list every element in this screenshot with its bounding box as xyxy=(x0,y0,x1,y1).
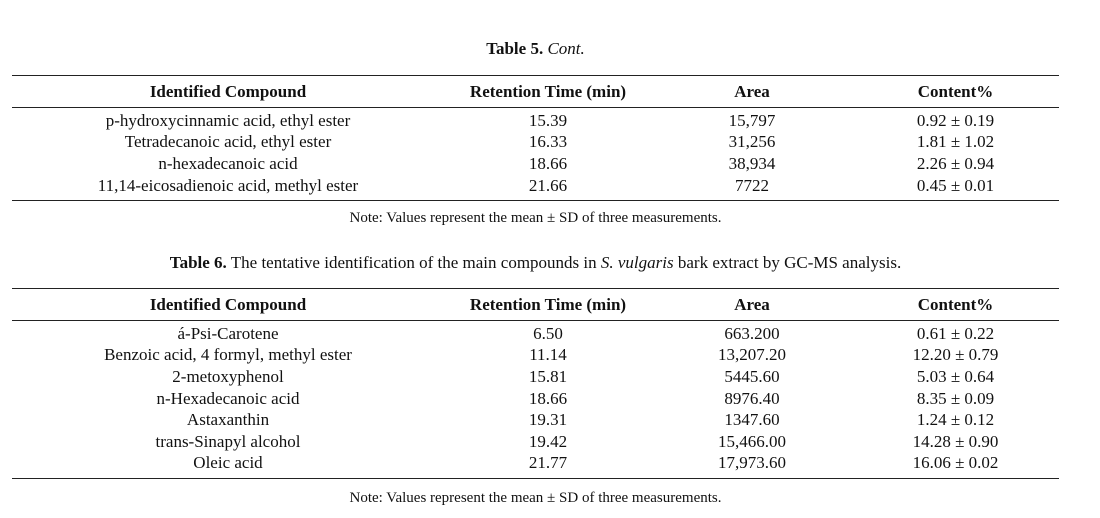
table-row: 11,14-eicosadienoic acid, methyl ester 2… xyxy=(12,175,1059,197)
area-cell: 38,934 xyxy=(728,153,776,173)
content-cell: 5.03 ± 0.64 xyxy=(916,366,995,386)
table6-header-content: Content% xyxy=(917,294,994,314)
table5-caption: Table 5. Cont. xyxy=(12,39,1059,59)
table-row: Oleic acid 21.77 17,973.60 16.06 ± 0.02 xyxy=(12,453,1059,475)
table5-note: Note: Values represent the mean ± SD of … xyxy=(349,210,722,226)
compound-cell: p-hydroxycinnamic acid, ethyl ester xyxy=(105,110,351,130)
table-row: Benzoic acid, 4 formyl, methyl ester 11.… xyxy=(12,345,1059,367)
retention-cell: 21.66 xyxy=(528,175,568,195)
retention-cell: 18.66 xyxy=(528,153,568,173)
table-row: 2-metoxyphenol 15.81 5445.60 5.03 ± 0.64 xyxy=(12,366,1059,388)
compound-cell: Astaxanthin xyxy=(186,410,270,430)
table6-caption-species: S. vulgaris xyxy=(600,253,674,272)
compound-cell: Benzoic acid, 4 formyl, methyl ester xyxy=(104,345,352,365)
table6: Identified Compound Retention Time (min)… xyxy=(12,288,1059,480)
table-row: n-hexadecanoic acid 18.66 38,934 2.26 ± … xyxy=(12,153,1059,175)
area-cell: 31,256 xyxy=(728,132,776,152)
retention-cell: 15.39 xyxy=(528,110,568,130)
content-cell: 1.81 ± 1.02 xyxy=(916,132,995,152)
content-cell: 0.92 ± 0.19 xyxy=(916,110,995,130)
content-cell: 1.24 ± 0.12 xyxy=(916,410,995,430)
table5-header-row: Identified Compound Retention Time (min)… xyxy=(12,76,1059,108)
table6-header-compound: Identified Compound xyxy=(149,294,307,314)
content-cell: 0.61 ± 0.22 xyxy=(916,323,995,343)
table-row: trans-Sinapyl alcohol 19.42 15,466.00 14… xyxy=(12,431,1059,453)
table6-header-area: Area xyxy=(734,294,770,314)
area-cell: 15,466.00 xyxy=(718,431,786,451)
content-cell: 0.45 ± 0.01 xyxy=(916,175,995,195)
area-cell: 13,207.20 xyxy=(718,345,786,365)
table5-header-area: Area xyxy=(734,81,770,101)
content-cell: 14.28 ± 0.90 xyxy=(912,431,999,451)
area-cell: 7722 xyxy=(735,175,769,195)
compound-cell: Oleic acid xyxy=(193,453,263,473)
compound-cell: á-Psi-Carotene xyxy=(177,323,279,343)
retention-cell: 19.42 xyxy=(528,431,568,451)
content-cell: 12.20 ± 0.79 xyxy=(912,345,999,365)
table6-caption: Table 6. The tentative identification of… xyxy=(12,253,1059,273)
table6-body: á-Psi-Carotene 6.50 663.200 0.61 ± 0.22 … xyxy=(12,321,1059,478)
table6-header-row: Identified Compound Retention Time (min)… xyxy=(12,289,1059,321)
retention-cell: 16.33 xyxy=(528,132,568,152)
table6-note: Note: Values represent the mean ± SD of … xyxy=(349,490,722,506)
area-cell: 8976.40 xyxy=(724,388,780,408)
content-cell: 2.26 ± 0.94 xyxy=(916,153,995,173)
table6-caption-post: bark extract by GC-MS analysis. xyxy=(677,253,902,272)
table5-header-content: Content% xyxy=(917,81,994,101)
retention-cell: 18.66 xyxy=(528,388,568,408)
area-cell: 5445.60 xyxy=(724,366,780,386)
content-cell: 16.06 ± 0.02 xyxy=(912,453,999,473)
table5-header-retention: Retention Time (min) xyxy=(469,81,627,101)
retention-cell: 6.50 xyxy=(533,323,563,343)
table5-caption-label: Table 5. xyxy=(486,39,544,58)
table5-body: p-hydroxycinnamic acid, ethyl ester 15.3… xyxy=(12,108,1059,200)
compound-cell: Tetradecanoic acid, ethyl ester xyxy=(124,132,332,152)
table6-caption-label: Table 6. xyxy=(169,253,227,272)
area-cell: 17,973.60 xyxy=(718,453,786,473)
area-cell: 15,797 xyxy=(728,110,776,130)
table6-caption-pre: The tentative identification of the main… xyxy=(230,253,597,272)
table-row: n-Hexadecanoic acid 18.66 8976.40 8.35 ±… xyxy=(12,388,1059,410)
table-row: á-Psi-Carotene 6.50 663.200 0.61 ± 0.22 xyxy=(12,323,1059,345)
table-row: Tetradecanoic acid, ethyl ester 16.33 31… xyxy=(12,132,1059,154)
compound-cell: trans-Sinapyl alcohol xyxy=(155,431,301,451)
area-cell: 1347.60 xyxy=(724,410,780,430)
compound-cell: 11,14-eicosadienoic acid, methyl ester xyxy=(97,175,359,195)
table5-header-compound: Identified Compound xyxy=(149,81,307,101)
compound-cell: n-Hexadecanoic acid xyxy=(156,388,300,408)
retention-cell: 21.77 xyxy=(528,453,568,473)
table6-header-retention: Retention Time (min) xyxy=(469,294,627,314)
table5-caption-text: Cont. xyxy=(547,39,585,58)
compound-cell: 2-metoxyphenol xyxy=(172,366,284,386)
retention-cell: 19.31 xyxy=(528,410,568,430)
retention-cell: 11.14 xyxy=(529,345,567,365)
retention-cell: 15.81 xyxy=(528,366,568,386)
content-cell: 8.35 ± 0.09 xyxy=(916,388,995,408)
area-cell: 663.200 xyxy=(724,323,780,343)
table-row: Astaxanthin 19.31 1347.60 1.24 ± 0.12 xyxy=(12,409,1059,431)
table-row: p-hydroxycinnamic acid, ethyl ester 15.3… xyxy=(12,110,1059,132)
compound-cell: n-hexadecanoic acid xyxy=(158,153,298,173)
table5: Identified Compound Retention Time (min)… xyxy=(12,75,1059,202)
